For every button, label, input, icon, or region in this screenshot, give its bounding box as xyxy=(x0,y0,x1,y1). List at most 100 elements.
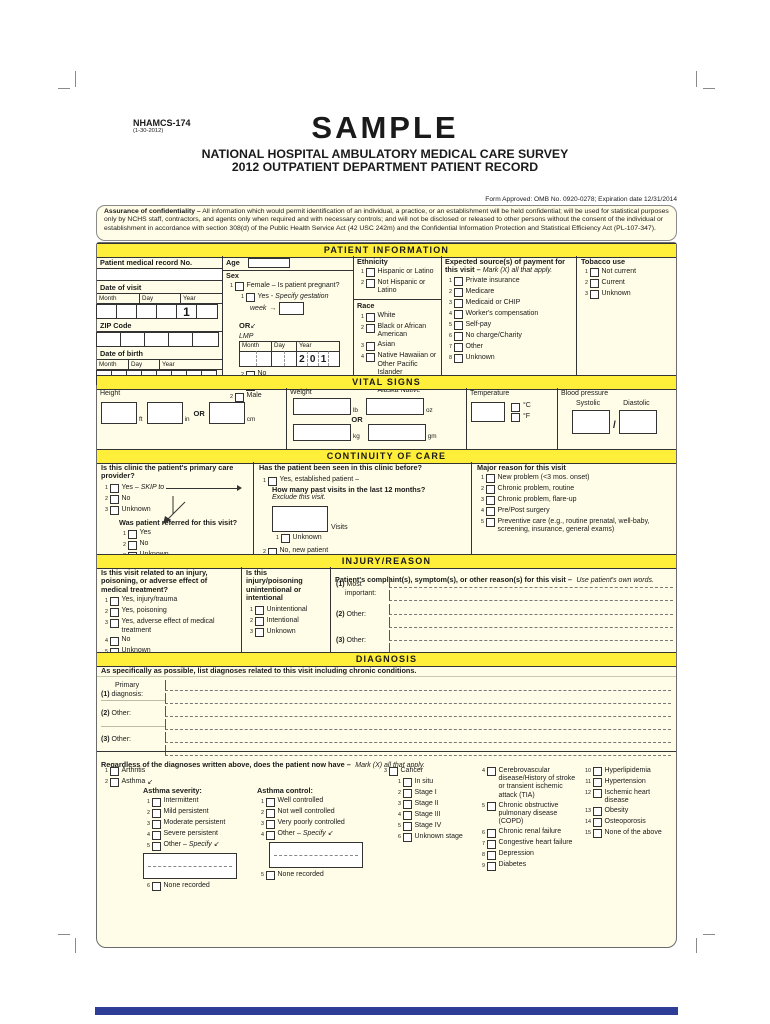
checkbox[interactable] xyxy=(402,789,412,798)
checkbox[interactable] xyxy=(109,596,119,606)
checkbox[interactable] xyxy=(265,797,275,807)
complaint-writein-line[interactable] xyxy=(389,630,673,641)
digit-box[interactable] xyxy=(136,304,157,319)
checkbox[interactable] xyxy=(151,819,161,829)
checkbox[interactable] xyxy=(486,767,496,776)
complaint-writein-line[interactable] xyxy=(389,590,673,601)
checkbox[interactable] xyxy=(245,293,255,303)
asthma-severity-specify-input[interactable] xyxy=(143,852,237,879)
checkbox[interactable] xyxy=(151,797,161,807)
complaint-writein-line[interactable] xyxy=(389,604,673,615)
checkbox[interactable] xyxy=(589,290,599,300)
checkbox[interactable] xyxy=(511,402,520,412)
checkbox[interactable] xyxy=(592,807,602,817)
digit-box[interactable] xyxy=(116,304,137,319)
checkbox[interactable] xyxy=(592,789,602,798)
checkbox[interactable] xyxy=(234,392,244,402)
checkbox[interactable] xyxy=(486,850,496,860)
checkbox[interactable] xyxy=(485,507,495,517)
digit-box-year-prefill[interactable]: 2 xyxy=(296,351,307,367)
checkbox[interactable] xyxy=(365,268,375,278)
weight-kg-input[interactable] xyxy=(293,424,351,442)
checkbox[interactable] xyxy=(109,607,119,617)
checkbox[interactable] xyxy=(109,778,119,787)
checkbox[interactable] xyxy=(265,808,275,818)
digit-box[interactable] xyxy=(271,351,284,367)
systolic-input[interactable] xyxy=(572,410,610,435)
height-ft-input[interactable] xyxy=(101,402,137,425)
digit-box[interactable] xyxy=(192,332,219,347)
checkbox[interactable] xyxy=(109,636,119,646)
digit-box[interactable] xyxy=(328,351,339,367)
checkbox[interactable] xyxy=(402,833,412,842)
checkbox[interactable] xyxy=(592,818,602,828)
checkbox[interactable] xyxy=(453,354,463,364)
checkbox[interactable] xyxy=(402,778,412,787)
checkbox[interactable] xyxy=(511,413,520,423)
diastolic-input[interactable] xyxy=(618,410,657,435)
asthma-control-specify-input[interactable] xyxy=(269,841,363,868)
digit-box-year-prefill[interactable]: 1 xyxy=(176,304,197,319)
digit-box[interactable] xyxy=(156,304,177,319)
height-cm-input[interactable] xyxy=(208,402,245,425)
digit-box[interactable] xyxy=(120,332,145,347)
digit-box-year-prefill[interactable]: 1 xyxy=(317,351,329,367)
checkbox[interactable] xyxy=(265,819,275,829)
checkbox[interactable] xyxy=(365,312,375,322)
complaint-writein-line[interactable] xyxy=(389,577,673,588)
checkbox[interactable] xyxy=(365,323,375,333)
checkbox[interactable] xyxy=(453,321,463,331)
weight-oz-input[interactable] xyxy=(365,398,424,416)
checkbox[interactable] xyxy=(402,811,412,820)
checkbox[interactable] xyxy=(485,496,495,506)
weight-lb-input[interactable] xyxy=(293,398,351,416)
diagnosis-writein-line[interactable] xyxy=(165,680,671,691)
digit-box[interactable] xyxy=(196,304,218,319)
checkbox[interactable] xyxy=(151,841,161,851)
checkbox[interactable] xyxy=(388,767,398,776)
checkbox[interactable] xyxy=(254,606,264,616)
gestation-week-input[interactable] xyxy=(279,302,305,316)
checkbox[interactable] xyxy=(109,484,119,494)
digit-box[interactable] xyxy=(144,332,169,347)
height-in-input[interactable] xyxy=(146,402,183,425)
checkbox[interactable] xyxy=(486,839,496,849)
digit-box[interactable] xyxy=(283,351,296,367)
checkbox[interactable] xyxy=(109,618,119,628)
checkbox[interactable] xyxy=(254,628,264,638)
mrn-input[interactable] xyxy=(97,268,222,281)
checkbox[interactable] xyxy=(280,534,290,544)
checkbox[interactable] xyxy=(151,808,161,818)
digit-box[interactable] xyxy=(255,351,271,367)
weight-gm-input[interactable] xyxy=(367,424,426,442)
checkbox[interactable] xyxy=(402,822,412,831)
checkbox[interactable] xyxy=(592,767,602,776)
diagnosis-writein-line[interactable] xyxy=(165,732,671,743)
checkbox[interactable] xyxy=(485,518,495,528)
checkbox[interactable] xyxy=(453,299,463,309)
checkbox[interactable] xyxy=(127,529,137,539)
checkbox[interactable] xyxy=(486,802,496,812)
checkbox[interactable] xyxy=(589,268,599,278)
checkbox[interactable] xyxy=(402,800,412,809)
visits-count-input[interactable] xyxy=(272,506,328,533)
checkbox[interactable] xyxy=(453,277,463,287)
checkbox[interactable] xyxy=(265,871,275,881)
checkbox[interactable] xyxy=(592,829,602,839)
digit-box[interactable] xyxy=(96,304,117,319)
diagnosis-writein-line[interactable] xyxy=(165,706,671,717)
checkbox[interactable] xyxy=(151,830,161,840)
age-input[interactable] xyxy=(247,258,290,268)
checkbox[interactable] xyxy=(234,282,244,292)
checkbox[interactable] xyxy=(267,476,277,486)
checkbox[interactable] xyxy=(127,540,137,550)
digit-box[interactable] xyxy=(168,332,193,347)
checkbox[interactable] xyxy=(109,506,119,516)
checkbox[interactable] xyxy=(589,279,599,289)
checkbox[interactable] xyxy=(265,830,275,840)
checkbox[interactable] xyxy=(485,474,495,484)
complaint-writein-line[interactable] xyxy=(389,617,673,628)
checkbox[interactable] xyxy=(453,288,463,298)
diagnosis-writein-line[interactable] xyxy=(165,693,671,704)
checkbox[interactable] xyxy=(453,310,463,320)
